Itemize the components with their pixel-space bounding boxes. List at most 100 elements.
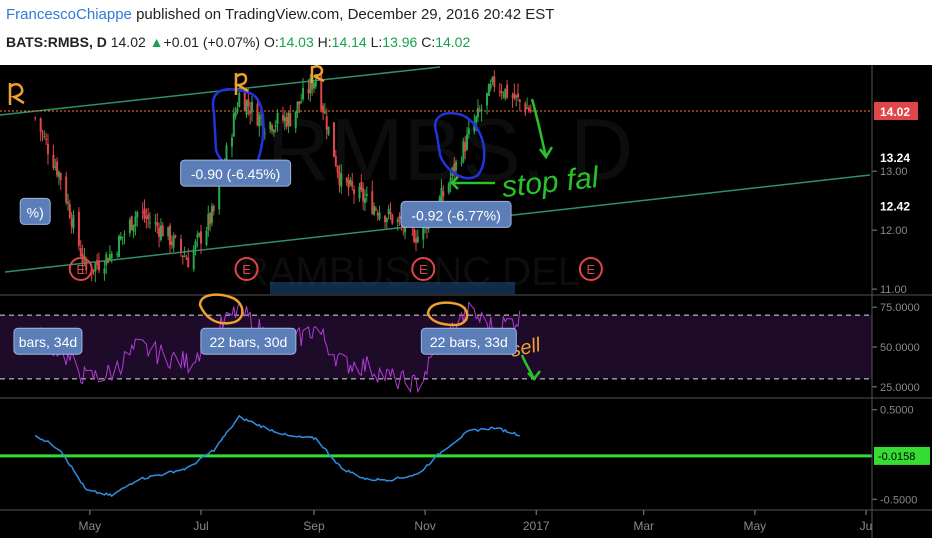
up-arrow-icon: ▲ [149,34,164,50]
candle-body-6 [52,154,55,169]
candle-body-141 [396,219,399,223]
time-tick-label-3: Nov [414,519,435,533]
candle-body-30 [110,253,113,259]
stoch-tick-label-1: 50.0000 [880,342,920,354]
candle-body-194 [529,109,532,112]
candle-body-177 [487,84,490,96]
last-price: 14.02 [110,34,146,50]
candle-body-59 [185,258,188,260]
candle-body-111 [320,75,323,110]
candle-body-170 [467,128,470,135]
publish-header: FrancescoChiappe published on TradingVie… [6,6,554,23]
candle-body-20 [85,260,88,271]
candle-body-5 [46,143,49,155]
candle-body-17 [79,248,82,257]
time-tick-label-2: Sep [303,519,325,533]
candle-body-24 [96,260,99,265]
open-value: 14.03 [278,34,314,50]
candle-body-12 [67,201,69,204]
earnings-label-3: E [587,262,596,277]
candle-body-161 [447,183,450,193]
candle-body-23 [94,263,97,272]
candle-body-128 [362,188,365,202]
candle-body-138 [387,208,390,215]
candle-body-40 [136,211,139,218]
candle-body-48 [158,227,161,237]
candle-body-55 [174,235,177,237]
green-arrow-down-2 [520,354,541,381]
candle-body-104 [300,101,303,103]
candle-body-97 [283,116,286,122]
candle-body-47 [156,222,159,227]
oscillator-pane[interactable]: 0.5000 -0.5000 [0,405,917,507]
chart-bottom-strip [0,538,932,550]
candle-body-187 [513,93,516,99]
candle-body-76 [230,137,233,147]
callout-box-price-2 [19,197,51,225]
candle-body-183 [502,95,505,97]
candle-body-190 [518,99,521,103]
price-tag-text-0: 14.02 [880,105,910,119]
candle-body-26 [103,268,106,274]
candle-body-171 [473,123,476,132]
candle-body-116 [333,122,335,157]
osc-value-text: -0.0158 [878,451,915,463]
callout-box-stoch-1 [200,327,297,355]
candle-body-159 [440,187,443,202]
candle-body-54 [172,235,175,248]
candle-body-106 [307,88,310,93]
candle-body-142 [398,216,401,219]
candle-body-172 [475,116,478,123]
candle-body-167 [462,140,465,162]
candle-body-180 [493,76,496,88]
candle-body-101 [294,111,297,129]
candle-body-112 [322,105,325,113]
price-tick-label-2: 13.00 [880,166,908,178]
candle-body-122 [347,180,350,188]
candle-body-102 [296,101,299,113]
candle-body-22 [92,269,95,272]
candle-body-133 [374,208,377,210]
candle-body-9 [57,171,60,177]
candle-body-169 [466,134,468,150]
earnings-marker-3 [578,257,603,281]
candle-body-93 [272,129,275,133]
candle-body-57 [181,255,184,257]
candle-body-25 [97,262,100,271]
candle-body-124 [351,181,354,187]
callout-text-price-1: -0.92 (-6.77%) [411,207,500,223]
candle-body-109 [312,82,315,89]
candle-body-43 [145,216,148,219]
candle-body-36 [128,219,131,233]
candle-body-186 [511,95,514,98]
time-axis[interactable]: May Jul Sep Nov 2017 Mar May Ju [0,65,932,538]
candle-body-70 [212,205,215,212]
candle-body-10 [59,173,62,181]
candle-body-46 [154,221,157,224]
price-tag-text-1: 13.24 [880,151,910,165]
candle-body-79 [236,108,239,112]
candle-body-107 [309,78,312,94]
candle-body-134 [376,212,379,216]
candle-body-4 [45,138,48,140]
candle-body-28 [107,258,110,264]
candle-body-166 [460,162,463,164]
candle-body-35 [123,234,126,236]
chart-canvas[interactable]: RMBS, D RAMBUS INC DEL 11.00 12.00 13.00 E E… [0,65,932,550]
callout-text-stoch-2: 22 bars, 33d [430,334,508,350]
low-value: 13.96 [382,34,418,50]
earnings-label-1: E [242,262,251,277]
candle-body-65 [200,231,202,244]
candle-body-80 [238,92,241,107]
candle-body-149 [414,238,417,243]
candle-body-188 [515,95,518,98]
orange-circle-stoch-2 [426,301,469,327]
symbol-name[interactable]: BATS:RMBS, D [6,34,107,50]
candle-body-95 [276,112,279,124]
candle-body-117 [334,156,337,166]
author-link[interactable]: FrancescoChiappe [6,6,132,23]
green-arrow-left [450,176,495,190]
price-tag-2 [874,196,918,215]
low-label: L: [370,34,383,50]
candle-body-2 [41,132,44,134]
